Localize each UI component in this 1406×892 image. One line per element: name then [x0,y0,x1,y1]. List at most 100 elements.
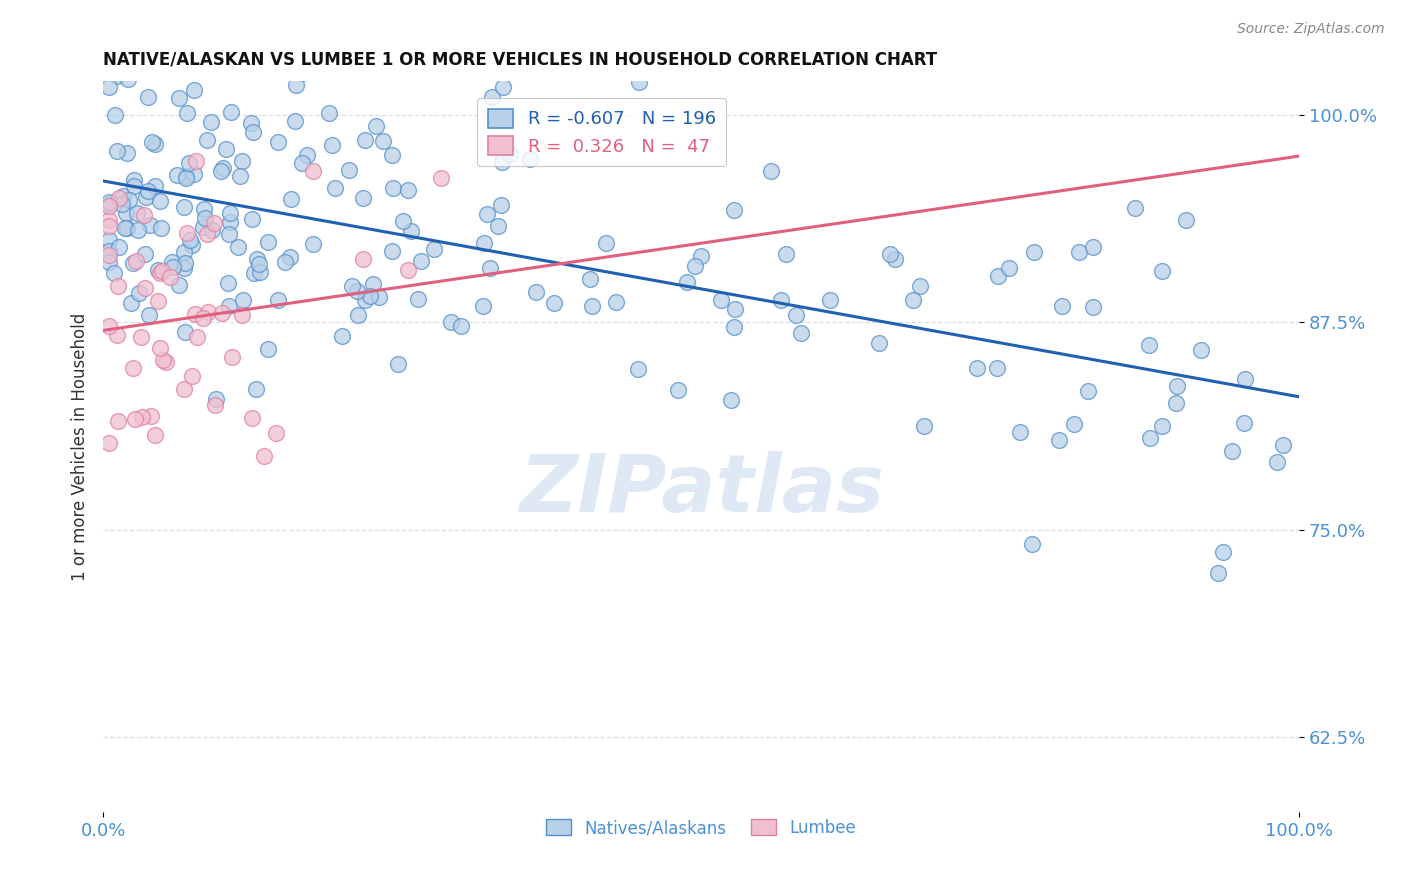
Point [105,69,128,83]
Point [489,198,512,212]
Point [352,252,374,266]
Point [173,244,195,259]
Point [399,224,422,238]
Point [105,328,128,343]
Point [1234,372,1257,386]
Point [1220,443,1243,458]
Point [912,418,935,433]
Point [724,301,747,316]
Point [218,227,240,241]
Point [359,289,381,303]
Point [98,255,121,269]
Point [124,412,146,426]
Point [475,207,498,221]
Point [472,299,495,313]
Point [204,398,226,412]
Point [1212,545,1234,559]
Text: NATIVE/ALASKAN VS LUMBEE 1 OR MORE VEHICLES IN HOUSEHOLD CORRELATION CHART: NATIVE/ALASKAN VS LUMBEE 1 OR MORE VEHIC… [103,51,938,69]
Point [1008,425,1031,440]
Point [201,223,224,237]
Point [723,202,745,217]
Point [183,83,205,97]
Point [352,190,374,204]
Point [134,209,156,223]
Point [134,246,156,260]
Point [291,156,314,170]
Point [595,236,617,251]
Point [257,342,280,356]
Point [770,293,793,307]
Point [347,308,370,322]
Point [1137,338,1160,352]
Point [218,299,240,313]
Point [361,277,384,292]
Point [176,226,198,240]
Point [107,279,129,293]
Point [173,255,195,269]
Point [202,216,225,230]
Point [245,382,267,396]
Point [387,357,409,371]
Point [183,167,205,181]
Point [174,169,197,183]
Point [229,169,252,183]
Y-axis label: 1 or more Vehicles in Household: 1 or more Vehicles in Household [72,312,89,581]
Point [191,310,214,325]
Point [295,148,318,162]
Point [186,330,208,344]
Point [284,78,307,92]
Point [218,215,240,229]
Point [868,336,890,351]
Point [1047,433,1070,447]
Point [998,261,1021,276]
Point [366,119,388,133]
Point [98,244,121,259]
Point [114,206,136,220]
Point [212,161,235,175]
Point [149,194,172,208]
Point [174,325,197,339]
Point [193,202,215,217]
Point [884,252,907,267]
Point [720,392,742,407]
Point [181,237,204,252]
Point [986,361,1008,376]
Point [1152,264,1174,278]
Point [966,360,988,375]
Point [183,307,205,321]
Point [138,89,160,103]
Point [141,135,163,149]
Point [396,183,419,197]
Point [492,79,515,94]
Point [264,425,287,440]
Point [121,255,143,269]
Point [232,293,254,308]
Point [110,196,132,211]
Point [127,223,149,237]
Point [98,233,121,247]
Point [908,278,931,293]
Point [221,350,243,364]
Point [247,256,270,270]
Point [1206,566,1229,581]
Point [179,156,201,170]
Point [675,275,697,289]
Point [499,146,522,161]
Point [318,105,340,120]
Point [118,193,141,207]
Point [215,142,238,156]
Point [1152,418,1174,433]
Point [723,320,745,334]
Point [440,315,463,329]
Point [240,410,263,425]
Point [579,272,602,286]
Point [1166,396,1188,410]
Point [284,114,307,128]
Point [209,163,232,178]
Point [785,308,807,322]
Point [775,247,797,261]
Point [291,66,314,80]
Point [149,341,172,355]
Point [150,221,173,235]
Point [146,263,169,277]
